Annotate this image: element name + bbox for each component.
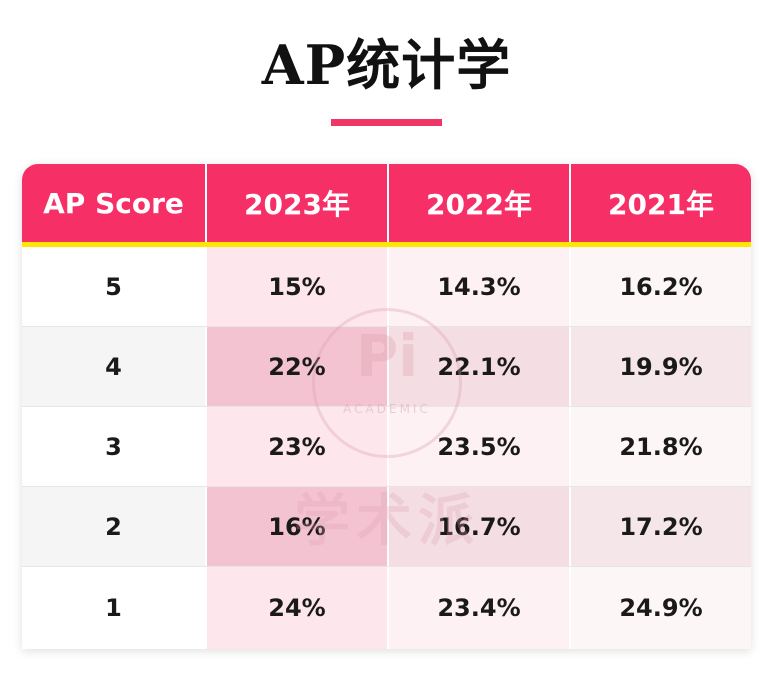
- value-cell-2022: 14.3%: [387, 247, 569, 326]
- title-underline: [331, 119, 442, 126]
- table-row: 3 23% 23.5% 21.8%: [22, 407, 751, 487]
- value-cell-2023: 23%: [205, 407, 387, 486]
- header-ap-score: AP Score: [43, 186, 184, 220]
- value-cell-2022: 22.1%: [387, 327, 569, 406]
- value-cell-2021: 16.2%: [569, 247, 751, 326]
- value-cell-2023: 24%: [205, 567, 387, 649]
- value-cell-2022: 23.5%: [387, 407, 569, 486]
- header-2023: 2023年: [205, 164, 387, 242]
- table-row: 1 24% 23.4% 24.9%: [22, 567, 751, 649]
- value-cell-2022: 16.7%: [387, 487, 569, 566]
- table-body: 5 15% 14.3% 16.2% 4 22% 22.1% 19.9% 3 23…: [22, 247, 751, 649]
- value-cell-2021: 19.9%: [569, 327, 751, 406]
- score-cell: 2: [22, 487, 205, 566]
- value-cell-2021: 24.9%: [569, 567, 751, 649]
- value-cell-2022: 23.4%: [387, 567, 569, 649]
- value-cell-2023: 15%: [205, 247, 387, 326]
- value-cell-2023: 22%: [205, 327, 387, 406]
- score-cell: 4: [22, 327, 205, 406]
- value-cell-2021: 21.8%: [569, 407, 751, 486]
- score-cell: 5: [22, 247, 205, 326]
- page-title: AP统计学: [261, 33, 512, 97]
- score-cell: 3: [22, 407, 205, 486]
- table-row: 5 15% 14.3% 16.2%: [22, 247, 751, 327]
- table-header: AP Score 2023年 2022年 2021年: [22, 164, 751, 242]
- header-2022: 2022年: [387, 164, 569, 242]
- score-cell: 1: [22, 567, 205, 649]
- header-stripe: [22, 242, 751, 247]
- score-table: AP Score 2023年 2022年 2021年 5 15% 14.3% 1…: [22, 164, 751, 649]
- table-row: 4 22% 22.1% 19.9%: [22, 327, 751, 407]
- value-cell-2023: 16%: [205, 487, 387, 566]
- header-2021: 2021年: [569, 164, 751, 242]
- table-row: 2 16% 16.7% 17.2%: [22, 487, 751, 567]
- value-cell-2021: 17.2%: [569, 487, 751, 566]
